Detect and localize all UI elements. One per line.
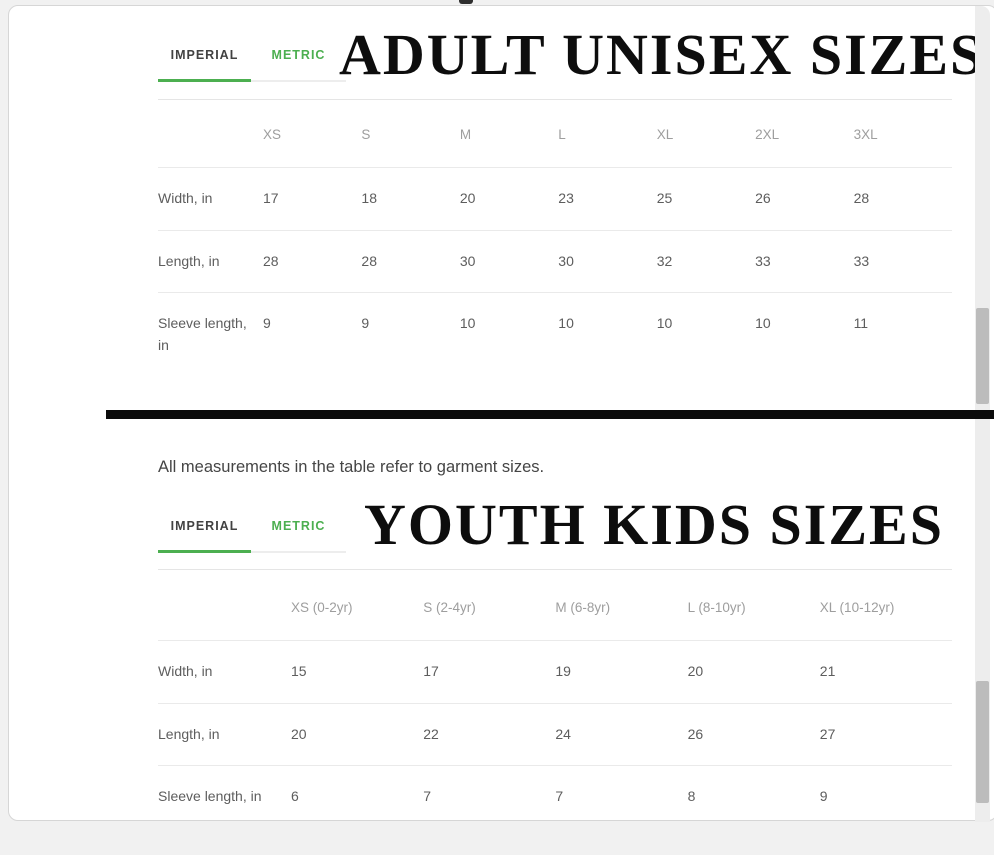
cell-value: 9	[361, 315, 370, 332]
cell-value: 17	[423, 662, 439, 679]
row-label: Width, in	[158, 189, 213, 206]
column-header: L	[558, 127, 566, 142]
cell-value: 33	[755, 252, 771, 269]
adult-table-header-row: XS S M L XL 2XL 3XL	[158, 100, 952, 168]
adult-section-title: ADULT UNISEX SIZES	[339, 22, 985, 87]
youth-scrollbar-thumb[interactable]	[976, 681, 989, 803]
cell-value: 7	[423, 788, 431, 805]
cell-value: 30	[459, 252, 476, 269]
column-header: XS	[263, 127, 282, 142]
section-divider-bar	[106, 410, 994, 419]
cell-value: 28	[263, 252, 279, 269]
cell-value: 26	[687, 725, 704, 742]
table-row: Width, in 15 17 19 20 21	[158, 641, 952, 704]
cell-value: 20	[459, 189, 476, 206]
column-header: 3XL	[853, 127, 878, 142]
tab-metric[interactable]: METRIC	[251, 519, 346, 553]
tab-metric[interactable]: METRIC	[251, 48, 346, 82]
table-row: Sleeve length, in 9 9 10 10 10 10 11	[158, 293, 952, 386]
column-header: M (6-8yr)	[555, 600, 611, 615]
column-header: S	[361, 127, 371, 142]
row-label: Width, in	[158, 662, 213, 679]
cell-value: 10	[558, 315, 574, 332]
cell-value: 9	[819, 788, 828, 805]
cell-value: 25	[656, 189, 673, 206]
youth-unit-tabs: IMPERIAL METRIC	[158, 519, 346, 553]
row-label: Sleeve length, in	[158, 788, 262, 805]
cell-value: 24	[555, 725, 571, 742]
table-row: Length, in 20 22 24 26 27	[158, 704, 952, 767]
youth-scrollbar-track[interactable]	[975, 419, 990, 822]
cell-value: 19	[555, 662, 571, 679]
cell-value: 30	[558, 252, 574, 269]
cell-value: 17	[263, 189, 279, 206]
cell-value: 10	[656, 315, 673, 332]
cell-value: 9	[263, 315, 271, 332]
row-label: Sleeve length, in	[158, 315, 247, 353]
tab-imperial[interactable]: IMPERIAL	[158, 48, 251, 82]
cell-value: 7	[555, 788, 564, 805]
cell-value: 10	[755, 315, 771, 332]
cell-value: 28	[853, 189, 870, 206]
cell-value: 26	[755, 189, 771, 206]
cell-value: 32	[656, 252, 673, 269]
column-header: XL	[656, 127, 674, 142]
table-row: Sleeve length, in 6 7 7 8 9	[158, 766, 952, 840]
cell-value: 11	[853, 315, 869, 332]
cell-value: 6	[291, 788, 299, 805]
column-header: M	[459, 127, 472, 142]
adult-size-table: XS S M L XL 2XL 3XL Width, in 17 18 20 2…	[158, 99, 952, 387]
cell-value: 10	[459, 315, 476, 332]
adult-scrollbar-thumb[interactable]	[976, 308, 989, 404]
table-row: Length, in 28 28 30 30 32 33 33	[158, 231, 952, 294]
row-label: Length, in	[158, 252, 220, 269]
column-header: XL (10-12yr)	[819, 600, 895, 615]
youth-section-title: YOUTH KIDS SIZES	[364, 492, 944, 557]
cell-value: 33	[853, 252, 870, 269]
adult-unit-tabs: IMPERIAL METRIC	[158, 48, 346, 82]
cell-value: 20	[687, 662, 704, 679]
cell-value: 21	[819, 662, 836, 679]
corner-cell	[158, 570, 291, 640]
cell-value: 15	[291, 662, 307, 679]
column-header: XS (0-2yr)	[291, 600, 353, 615]
youth-size-table: XS (0-2yr) S (2-4yr) M (6-8yr) L (8-10yr…	[158, 569, 952, 840]
adult-scrollbar-track[interactable]	[975, 6, 990, 410]
cell-value: 8	[687, 788, 696, 805]
cell-value: 18	[361, 189, 377, 206]
column-header: S (2-4yr)	[423, 600, 476, 615]
cell-value: 27	[819, 725, 836, 742]
row-label: Length, in	[158, 725, 220, 742]
column-header: 2XL	[755, 127, 780, 142]
size-guide-panel: IMPERIAL METRIC ADULT UNISEX SIZES XS S …	[8, 5, 994, 822]
youth-table-header-row: XS (0-2yr) S (2-4yr) M (6-8yr) L (8-10yr…	[158, 570, 952, 641]
cell-value: 28	[361, 252, 377, 269]
corner-cell	[158, 100, 263, 167]
cropped-text-artifact	[459, 0, 473, 4]
tab-imperial[interactable]: IMPERIAL	[158, 519, 251, 553]
cell-value: 23	[558, 189, 574, 206]
column-header: L (8-10yr)	[687, 600, 746, 615]
table-row: Width, in 17 18 20 23 25 26 28	[158, 168, 952, 231]
cell-value: 22	[423, 725, 439, 742]
cell-value: 20	[291, 725, 307, 742]
measurement-note: All measurements in the table refer to g…	[158, 458, 545, 476]
